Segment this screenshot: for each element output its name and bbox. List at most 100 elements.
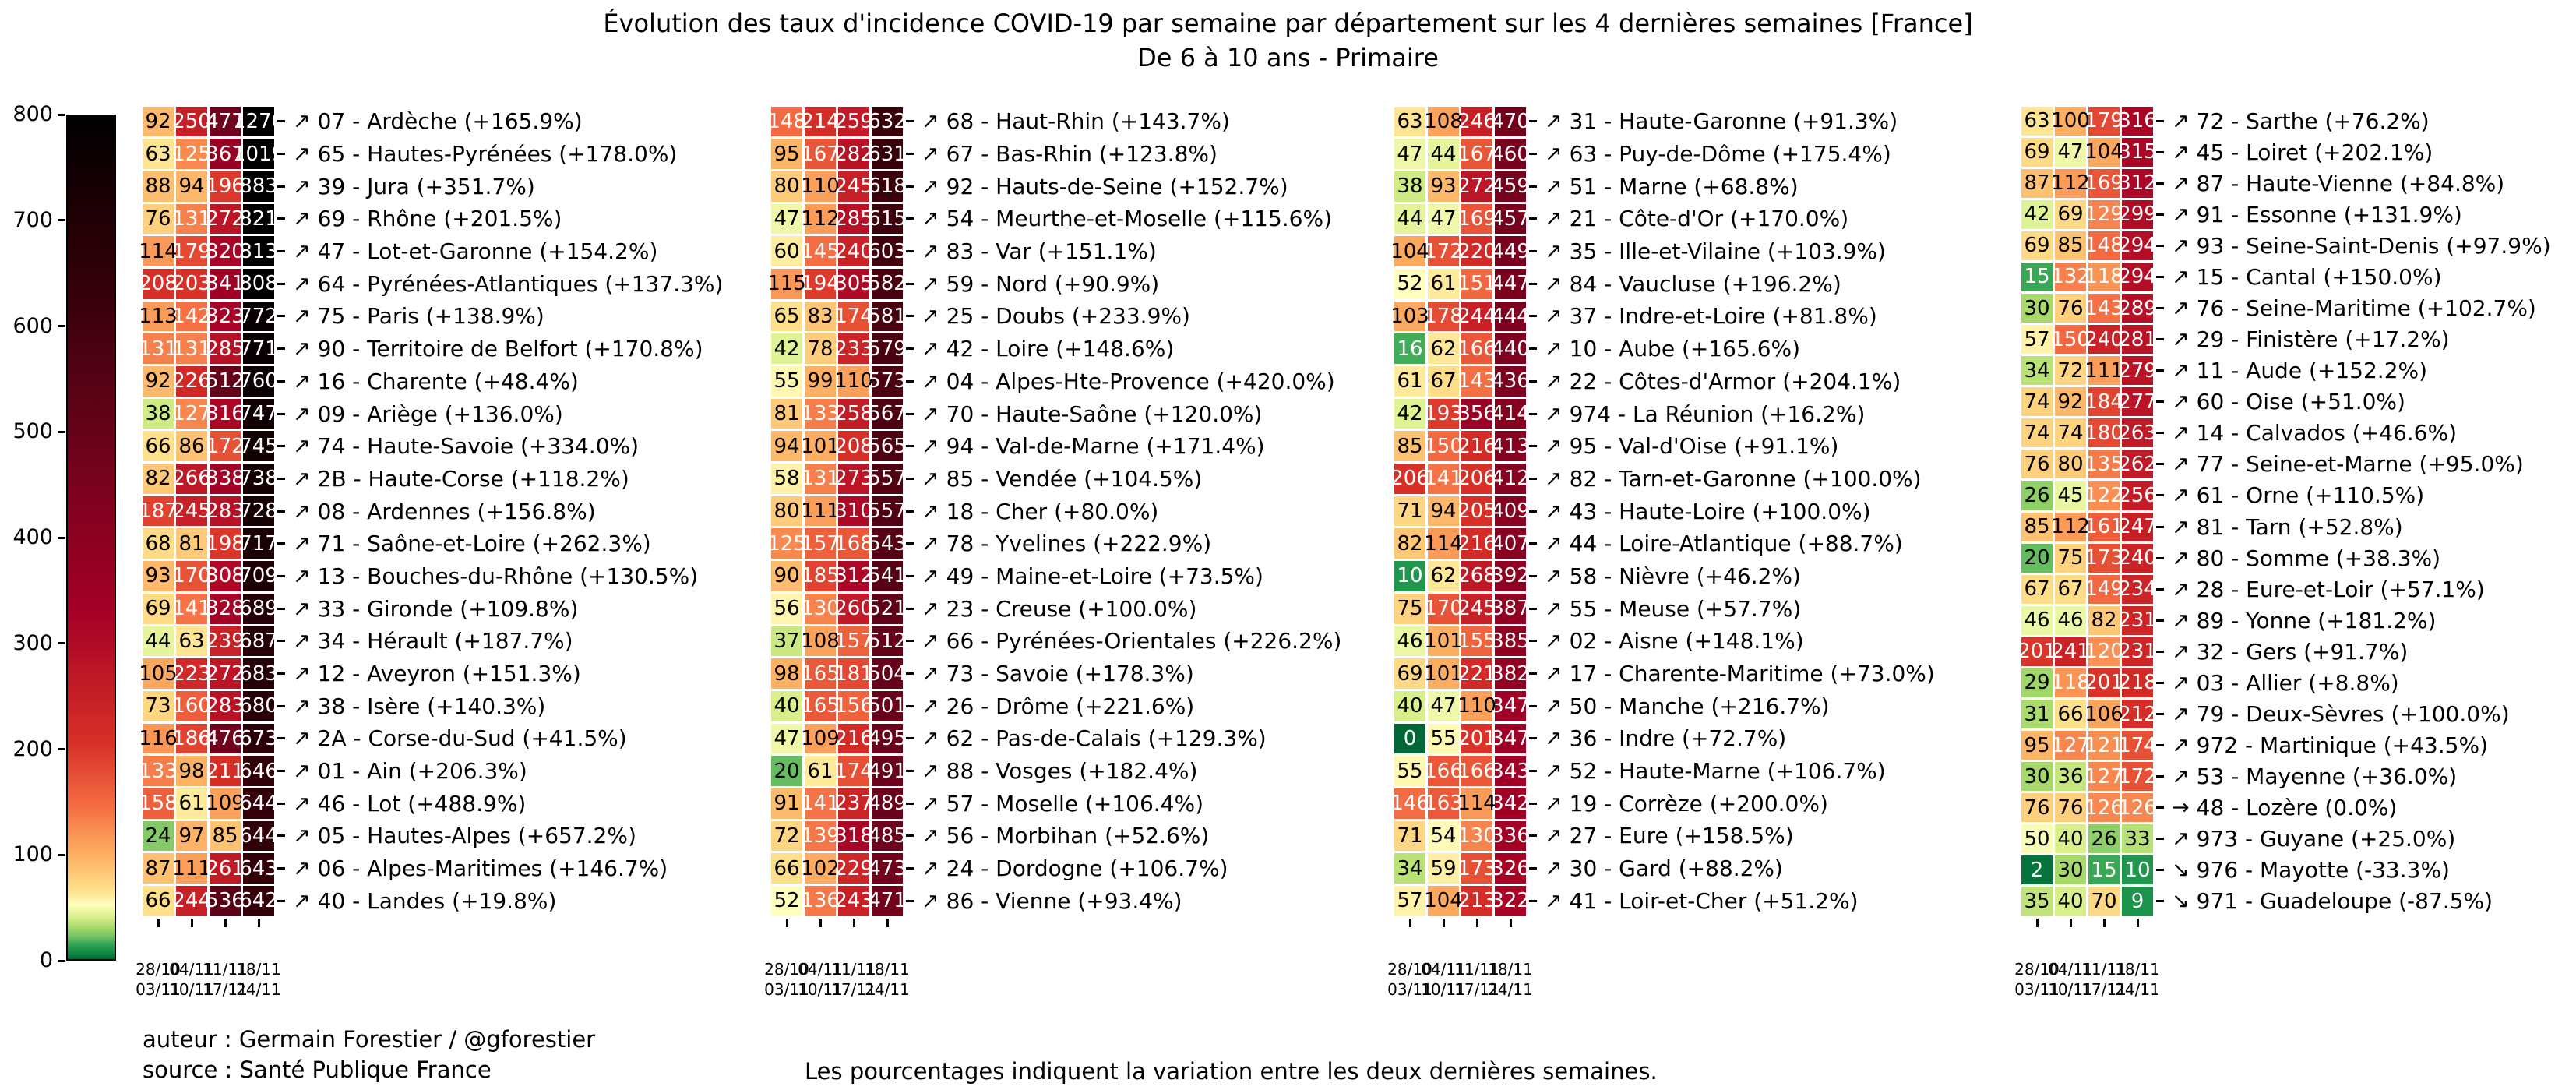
heatmap-cell: 118 — [2084, 262, 2123, 291]
heatmap-cell: 85 — [2021, 512, 2053, 541]
heatmap-cell: 46 — [2021, 605, 2053, 635]
heatmap-cell: 148 — [767, 106, 806, 137]
heatmap-cell: 644 — [239, 820, 278, 852]
heatmap-cell: 196 — [206, 171, 245, 202]
trend-down-icon: ↘ — [2172, 858, 2190, 883]
heatmap-cell: 61 — [176, 788, 207, 819]
trend-up-icon: ↗ — [1545, 434, 1563, 459]
department-row: 30 36 127 172 ↗ 53 - Mayenne (+36.0%) — [2021, 761, 2574, 792]
department-row: 30 76 143 289 ↗ 76 - Seine-Maritime (+102.7%) — [2021, 292, 2574, 323]
heatmap-cell: 81 — [771, 398, 802, 429]
heatmap-cell: 80 — [771, 496, 802, 527]
trend-up-icon: ↗ — [922, 563, 939, 588]
trend-up-icon: ↗ — [1545, 142, 1563, 167]
department-row: 69 141 328 689 ↗ 33 - Gironde (+109.8%) — [143, 592, 767, 625]
heatmap-cell: 233 — [834, 333, 873, 364]
trend-up-icon: ↗ — [1545, 174, 1563, 199]
trend-up-icon: ↗ — [1545, 304, 1563, 329]
department-row: 20 61 174 491 ↗ 88 - Vosges (+182.4%) — [771, 755, 1390, 788]
row-tick — [906, 315, 914, 318]
x-axis-dates: 28/10 03/11 04/11 10/11 11/11 17/11 18/11 24/11 — [136, 959, 767, 1006]
trend-up-icon: ↗ — [293, 629, 311, 654]
heatmap-cell: 808 — [239, 268, 278, 299]
department-row: 95 167 282 631 ↗ 67 - Bas-Rhin (+123.8%) — [771, 138, 1390, 171]
heatmap-cell: 69 — [2055, 199, 2086, 229]
trend-up-icon: ↗ — [293, 109, 311, 134]
department-row: 146 163 114 342 ↗ 19 - Corrèze (+200.0%) — [1390, 787, 2017, 820]
x-axis-date-label: 28/10 03/11 — [121, 959, 196, 1000]
row-tick — [1529, 704, 1537, 707]
heatmap-cell: 30 — [2021, 762, 2053, 792]
department-label: 92 - Hauts-de-Seine (+152.7%) — [946, 173, 1288, 199]
row-tick — [277, 282, 285, 285]
department-row: 72 139 318 485 ↗ 56 - Morbihan (+52.6%) — [771, 820, 1390, 852]
heatmap-cell: 70 — [2088, 887, 2120, 916]
colorbar-tick-mark — [58, 325, 65, 327]
trend-up-icon: ↗ — [922, 239, 939, 264]
heatmap-cell: 65 — [771, 301, 802, 332]
heatmap-cell: 243 — [834, 886, 873, 916]
heatmap-cell: 26 — [2088, 824, 2120, 854]
heatmap-cell: 101 — [1424, 658, 1463, 689]
department-label: 68 - Haut-Rhin (+143.7%) — [946, 108, 1230, 135]
source-credit: source : Santé Publique France — [143, 1056, 492, 1083]
row-tick — [2156, 744, 2164, 747]
heatmap-cell: 289 — [2118, 293, 2157, 323]
department-row: 201 241 120 231 ↗ 32 - Gers (+91.7%) — [2017, 636, 2574, 667]
trend-up-icon: ↗ — [922, 304, 939, 329]
heatmap-cell: 285 — [834, 203, 873, 235]
department-label: 84 - Vaucluse (+196.2%) — [1569, 270, 1841, 297]
heatmap-cell: 126 — [2084, 793, 2123, 823]
heatmap-cell: 491 — [868, 756, 907, 786]
colorbar-tick-mark — [58, 959, 65, 962]
heatmap-cell: 47 — [2055, 137, 2086, 167]
heatmap-cell: 112 — [801, 203, 840, 235]
x-axis-date-line: 28/10 — [1387, 960, 1432, 979]
heatmap-cell: 157 — [834, 626, 873, 657]
department-label: 61 - Orne (+110.5%) — [2196, 482, 2425, 509]
x-axis-date-label: 18/11 24/11 — [2100, 959, 2175, 1000]
department-label: 52 - Haute-Marne (+106.7%) — [1569, 758, 1886, 785]
colorbar-tick-label: 0 — [39, 948, 53, 972]
x-axis-date-line: 11/11 — [1454, 960, 1499, 979]
row-tick — [2156, 432, 2164, 435]
x-axis-date-line: 03/11 — [2014, 980, 2060, 999]
heatmap-cell: 245 — [1457, 593, 1496, 624]
row-tick — [2156, 650, 2164, 653]
trend-up-icon: ↗ — [293, 304, 311, 329]
department-row: 93 170 308 709 ↗ 13 - Bouches-du-Rhône (+130.… — [143, 560, 767, 593]
heatmap-cell: 85 — [1394, 431, 1425, 462]
department-label: 22 - Côtes-d'Armor (+204.1%) — [1569, 368, 1901, 394]
heatmap-cell: 130 — [1457, 820, 1496, 852]
department-row: 125 157 168 543 ↗ 78 - Yvelines (+222.9%) — [767, 527, 1390, 560]
heatmap-cell: 187 — [139, 496, 178, 527]
trend-up-icon: ↗ — [2172, 296, 2190, 320]
heatmap-cell: 131 — [172, 203, 211, 235]
heatmap-cell: 139 — [801, 820, 840, 852]
heatmap-cell: 266 — [172, 464, 211, 494]
heatmap-cell: 88 — [143, 171, 174, 202]
trend-up-icon: ↗ — [2172, 545, 2190, 570]
heatmap-cell: 642 — [239, 886, 278, 916]
department-row: 56 130 260 521 ↗ 23 - Creuse (+100.0%) — [771, 592, 1390, 625]
heatmap-cell: 1019 — [233, 139, 284, 169]
heatmap-cell: 738 — [239, 464, 278, 494]
department-label: 29 - Finistère (+17.2%) — [2196, 326, 2450, 353]
row-tick — [277, 640, 285, 643]
heatmap-cell: 201 — [2017, 637, 2056, 666]
heatmap-cell: 728 — [239, 496, 278, 527]
heatmap-cell: 104 — [1390, 236, 1429, 266]
department-row: 94 101 208 565 ↗ 94 - Val-de-Marne (+171.4%) — [771, 430, 1390, 463]
heatmap-cell: 198 — [206, 528, 245, 559]
heatmap-cell: 132 — [2051, 262, 2090, 291]
department-row: 88 94 196 883 ↗ 39 - Jura (+351.7%) — [143, 170, 767, 203]
x-axis-tick — [2137, 919, 2139, 927]
row-tick — [2156, 213, 2164, 216]
heatmap-cell: 56 — [771, 593, 802, 624]
department-row: 66 244 536 642 ↗ 40 - Landes (+19.8%) — [143, 885, 767, 918]
heatmap-cell: 581 — [868, 301, 907, 332]
heatmap-cell: 643 — [239, 853, 278, 884]
colorbar-tick-mark — [58, 642, 65, 645]
heatmap-cell: 543 — [868, 528, 907, 559]
heatmap-cell: 86 — [176, 431, 207, 462]
